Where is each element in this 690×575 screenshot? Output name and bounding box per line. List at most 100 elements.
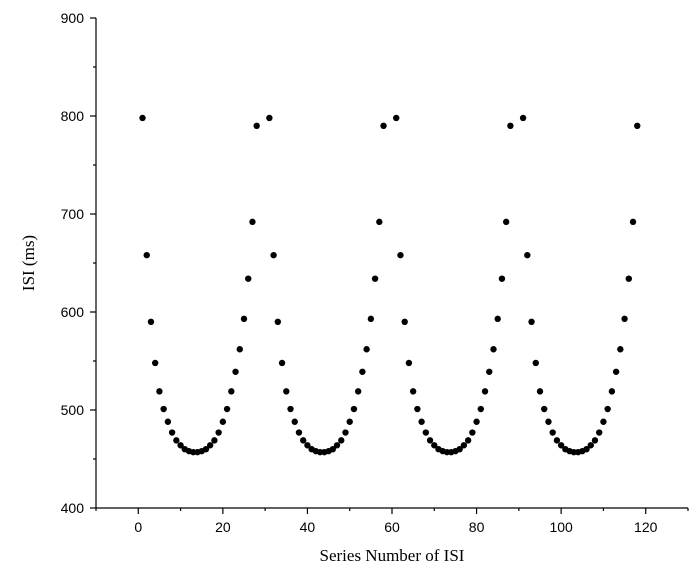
data-point <box>291 418 298 425</box>
data-point <box>376 218 383 226</box>
data-point <box>591 437 599 444</box>
data-point <box>460 442 468 449</box>
data-point <box>274 318 282 325</box>
data-point <box>143 251 150 259</box>
data-point <box>612 368 620 375</box>
data-point <box>283 388 290 395</box>
data-points <box>139 114 641 456</box>
data-point <box>541 405 548 413</box>
data-point <box>507 122 514 129</box>
data-point <box>405 359 413 367</box>
y-tick-label: 400 <box>61 500 85 516</box>
x-tick-label: 100 <box>549 519 573 535</box>
y-tick-label: 900 <box>61 10 85 26</box>
data-point <box>498 275 506 282</box>
data-point <box>359 368 366 375</box>
data-point <box>338 437 345 444</box>
data-point <box>202 446 210 453</box>
data-point <box>608 388 616 395</box>
data-point <box>634 122 641 129</box>
data-point <box>490 346 497 353</box>
data-point <box>253 122 260 129</box>
data-point <box>422 429 430 436</box>
data-point <box>426 437 434 444</box>
data-point <box>617 346 624 353</box>
data-point <box>160 405 167 413</box>
data-point <box>300 437 307 444</box>
data-point <box>431 442 438 449</box>
data-point <box>532 359 539 367</box>
data-point <box>519 114 527 122</box>
data-point <box>333 442 341 449</box>
data-point <box>477 405 484 413</box>
data-point <box>173 437 180 444</box>
data-point <box>629 218 637 226</box>
data-point <box>367 315 375 323</box>
x-tick-label: 40 <box>300 519 316 535</box>
x-tick-label: 120 <box>634 519 658 535</box>
data-point <box>363 346 370 353</box>
y-tick-label: 600 <box>61 304 85 320</box>
data-point <box>486 368 493 375</box>
data-point <box>295 429 303 436</box>
data-point <box>228 388 235 395</box>
data-point <box>164 418 172 425</box>
data-point <box>621 315 628 323</box>
tick-marks: 0 20 40 60 80 100 120 400 500 600 700 800 900 <box>61 10 689 535</box>
data-point <box>168 429 176 436</box>
data-point <box>287 405 294 413</box>
data-point <box>350 405 358 413</box>
x-tick-label: 0 <box>134 519 142 535</box>
data-point <box>600 418 607 425</box>
data-point <box>409 388 417 395</box>
data-point <box>545 418 552 425</box>
y-tick-label: 700 <box>61 206 85 222</box>
data-point <box>583 446 590 453</box>
data-point <box>177 442 184 449</box>
data-point <box>249 218 256 226</box>
data-point <box>152 359 159 367</box>
data-point <box>464 437 472 444</box>
data-point <box>524 251 531 259</box>
data-point <box>414 405 421 413</box>
data-point <box>473 418 480 425</box>
data-point <box>147 318 155 325</box>
data-point <box>139 114 146 122</box>
data-point <box>371 275 379 282</box>
data-point <box>304 442 311 449</box>
data-point <box>494 315 501 323</box>
data-point <box>236 346 243 353</box>
x-tick-label: 60 <box>384 519 400 535</box>
y-axis-title: ISI (ms) <box>19 235 38 291</box>
data-point <box>346 418 353 425</box>
data-point <box>393 114 400 122</box>
data-point <box>625 275 632 282</box>
data-point <box>401 318 408 325</box>
data-point <box>278 359 286 367</box>
data-point <box>481 388 489 395</box>
x-axis-title: Series Number of ISI <box>320 546 465 565</box>
data-point <box>596 429 603 436</box>
data-point <box>557 442 565 449</box>
data-point <box>380 122 387 129</box>
data-point <box>528 318 535 325</box>
data-point <box>549 429 556 436</box>
data-point <box>502 218 510 226</box>
data-point <box>553 437 561 444</box>
y-tick-label: 500 <box>61 402 85 418</box>
data-point <box>536 388 544 395</box>
data-point <box>604 405 611 413</box>
data-point <box>206 442 214 449</box>
data-point <box>240 315 248 323</box>
data-point <box>211 437 218 444</box>
data-point <box>215 429 222 436</box>
x-tick-label: 20 <box>215 519 231 535</box>
data-point <box>266 114 273 122</box>
data-point <box>245 275 252 282</box>
data-point <box>342 429 349 436</box>
data-point <box>456 446 463 453</box>
data-point <box>587 442 594 449</box>
y-tick-label: 800 <box>61 108 85 124</box>
data-point <box>219 418 227 425</box>
data-point <box>329 446 336 453</box>
